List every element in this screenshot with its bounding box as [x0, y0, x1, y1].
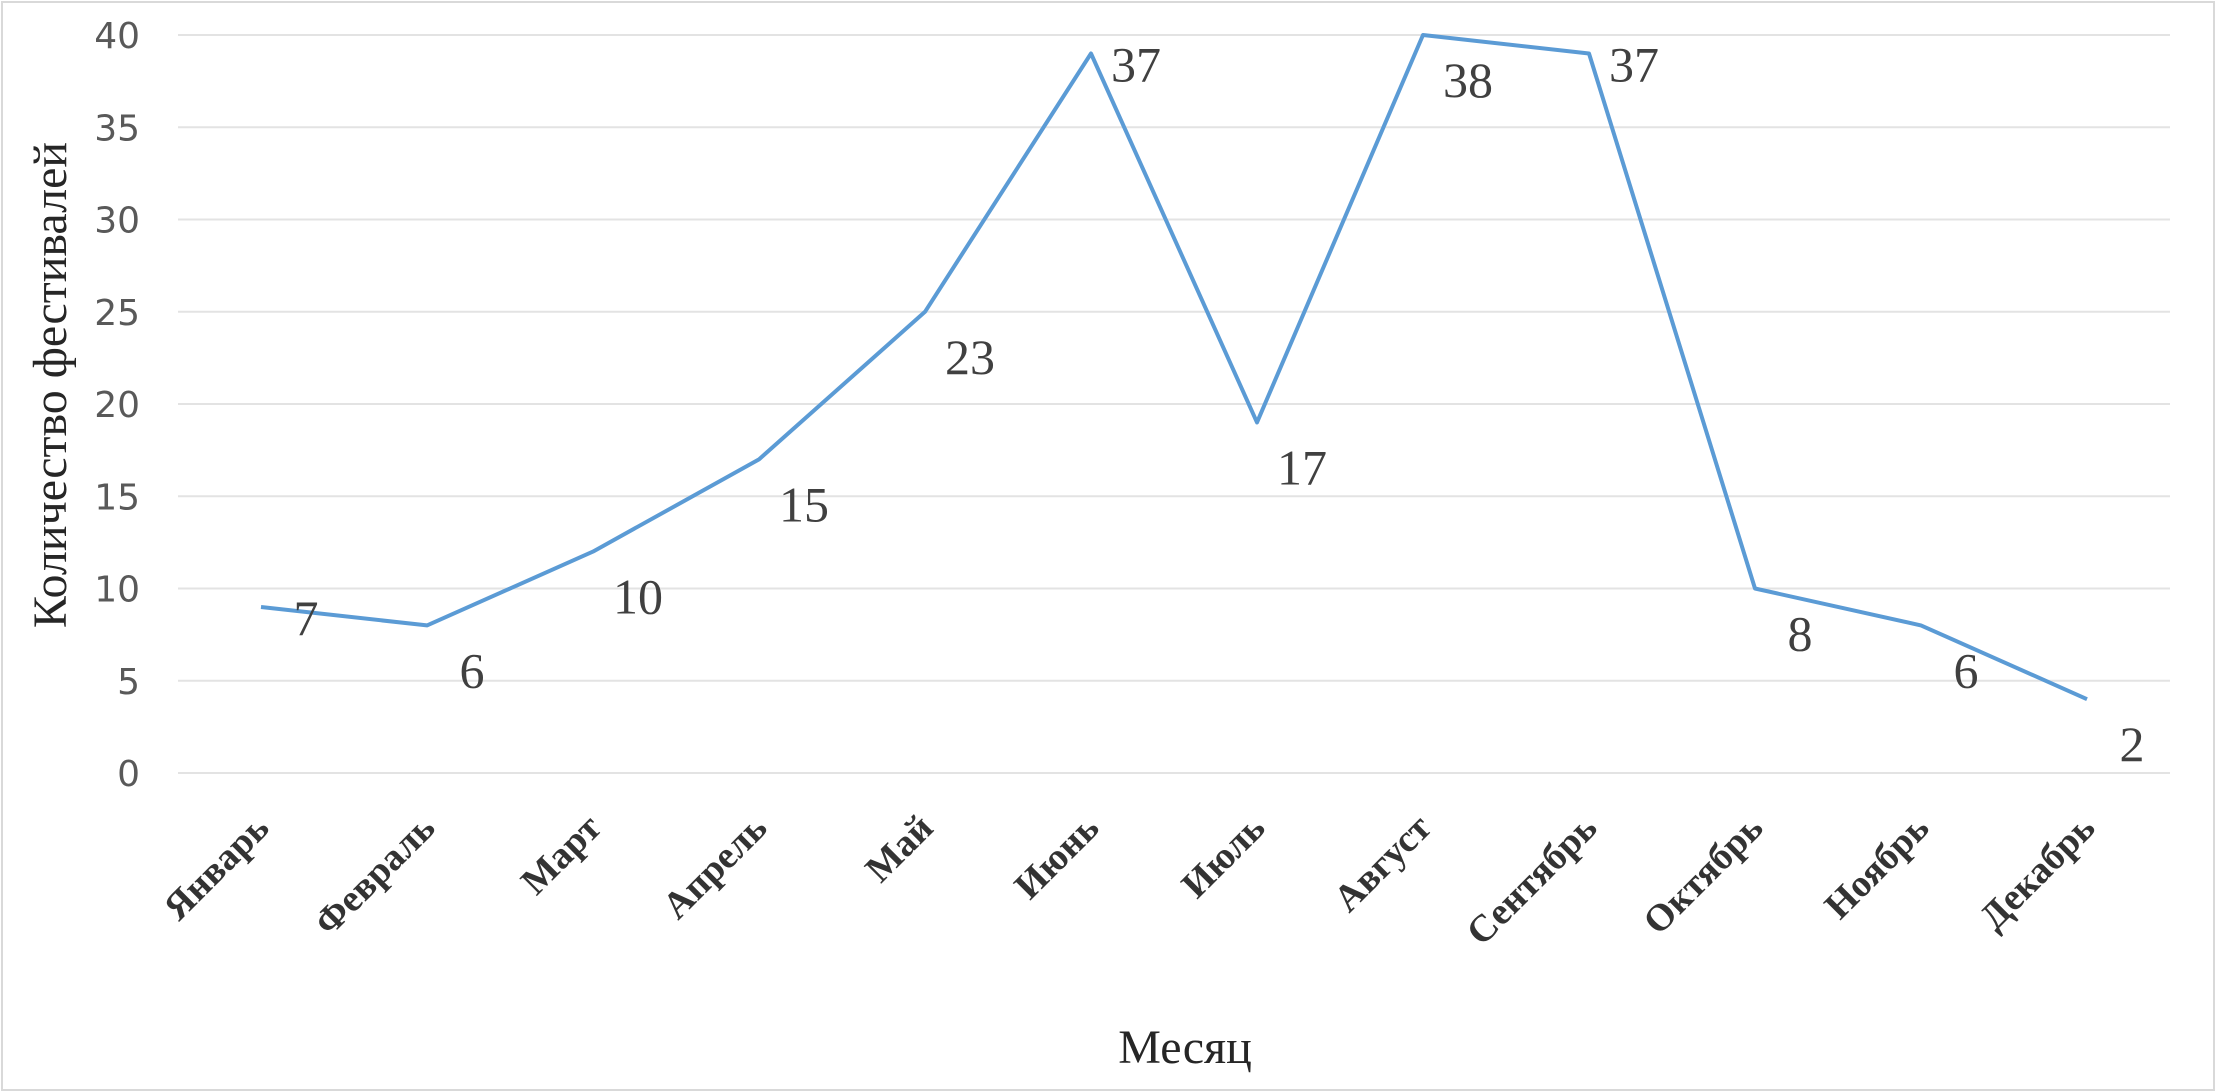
data-label: 8 — [1788, 606, 1813, 662]
data-label: 10 — [613, 569, 663, 625]
x-axis-title: Месяц — [1118, 1021, 1252, 1074]
data-label: 15 — [779, 476, 829, 532]
y-tick-label: 30 — [94, 201, 140, 242]
data-label: 17 — [1277, 439, 1327, 495]
data-label: 6 — [460, 642, 485, 698]
y-axis-title: Количество фестивалей — [24, 142, 77, 628]
data-label: 37 — [1111, 36, 1161, 92]
y-tick-label: 20 — [94, 385, 140, 426]
y-tick-label: 0 — [117, 754, 140, 795]
series-line — [260, 33, 2088, 702]
data-labels: 7 6 10 15 23 37 17 38 37 8 6 2 — [294, 36, 2145, 772]
data-label: 7 — [294, 590, 319, 646]
data-label: 6 — [1954, 642, 1979, 698]
data-label: 37 — [1609, 36, 1659, 92]
y-axis-ticks: 0 5 10 15 20 25 30 35 40 — [94, 16, 140, 795]
y-tick-label: 25 — [94, 293, 140, 334]
y-tick-label: 15 — [94, 477, 140, 518]
data-label: 23 — [945, 329, 995, 385]
y-tick-label: 35 — [94, 108, 140, 149]
data-label: 38 — [1443, 52, 1493, 108]
y-tick-label: 10 — [94, 570, 140, 611]
data-label: 2 — [2120, 716, 2145, 772]
y-tick-label: 40 — [94, 16, 140, 57]
y-tick-label: 5 — [117, 662, 140, 703]
gridlines — [178, 34, 2170, 774]
